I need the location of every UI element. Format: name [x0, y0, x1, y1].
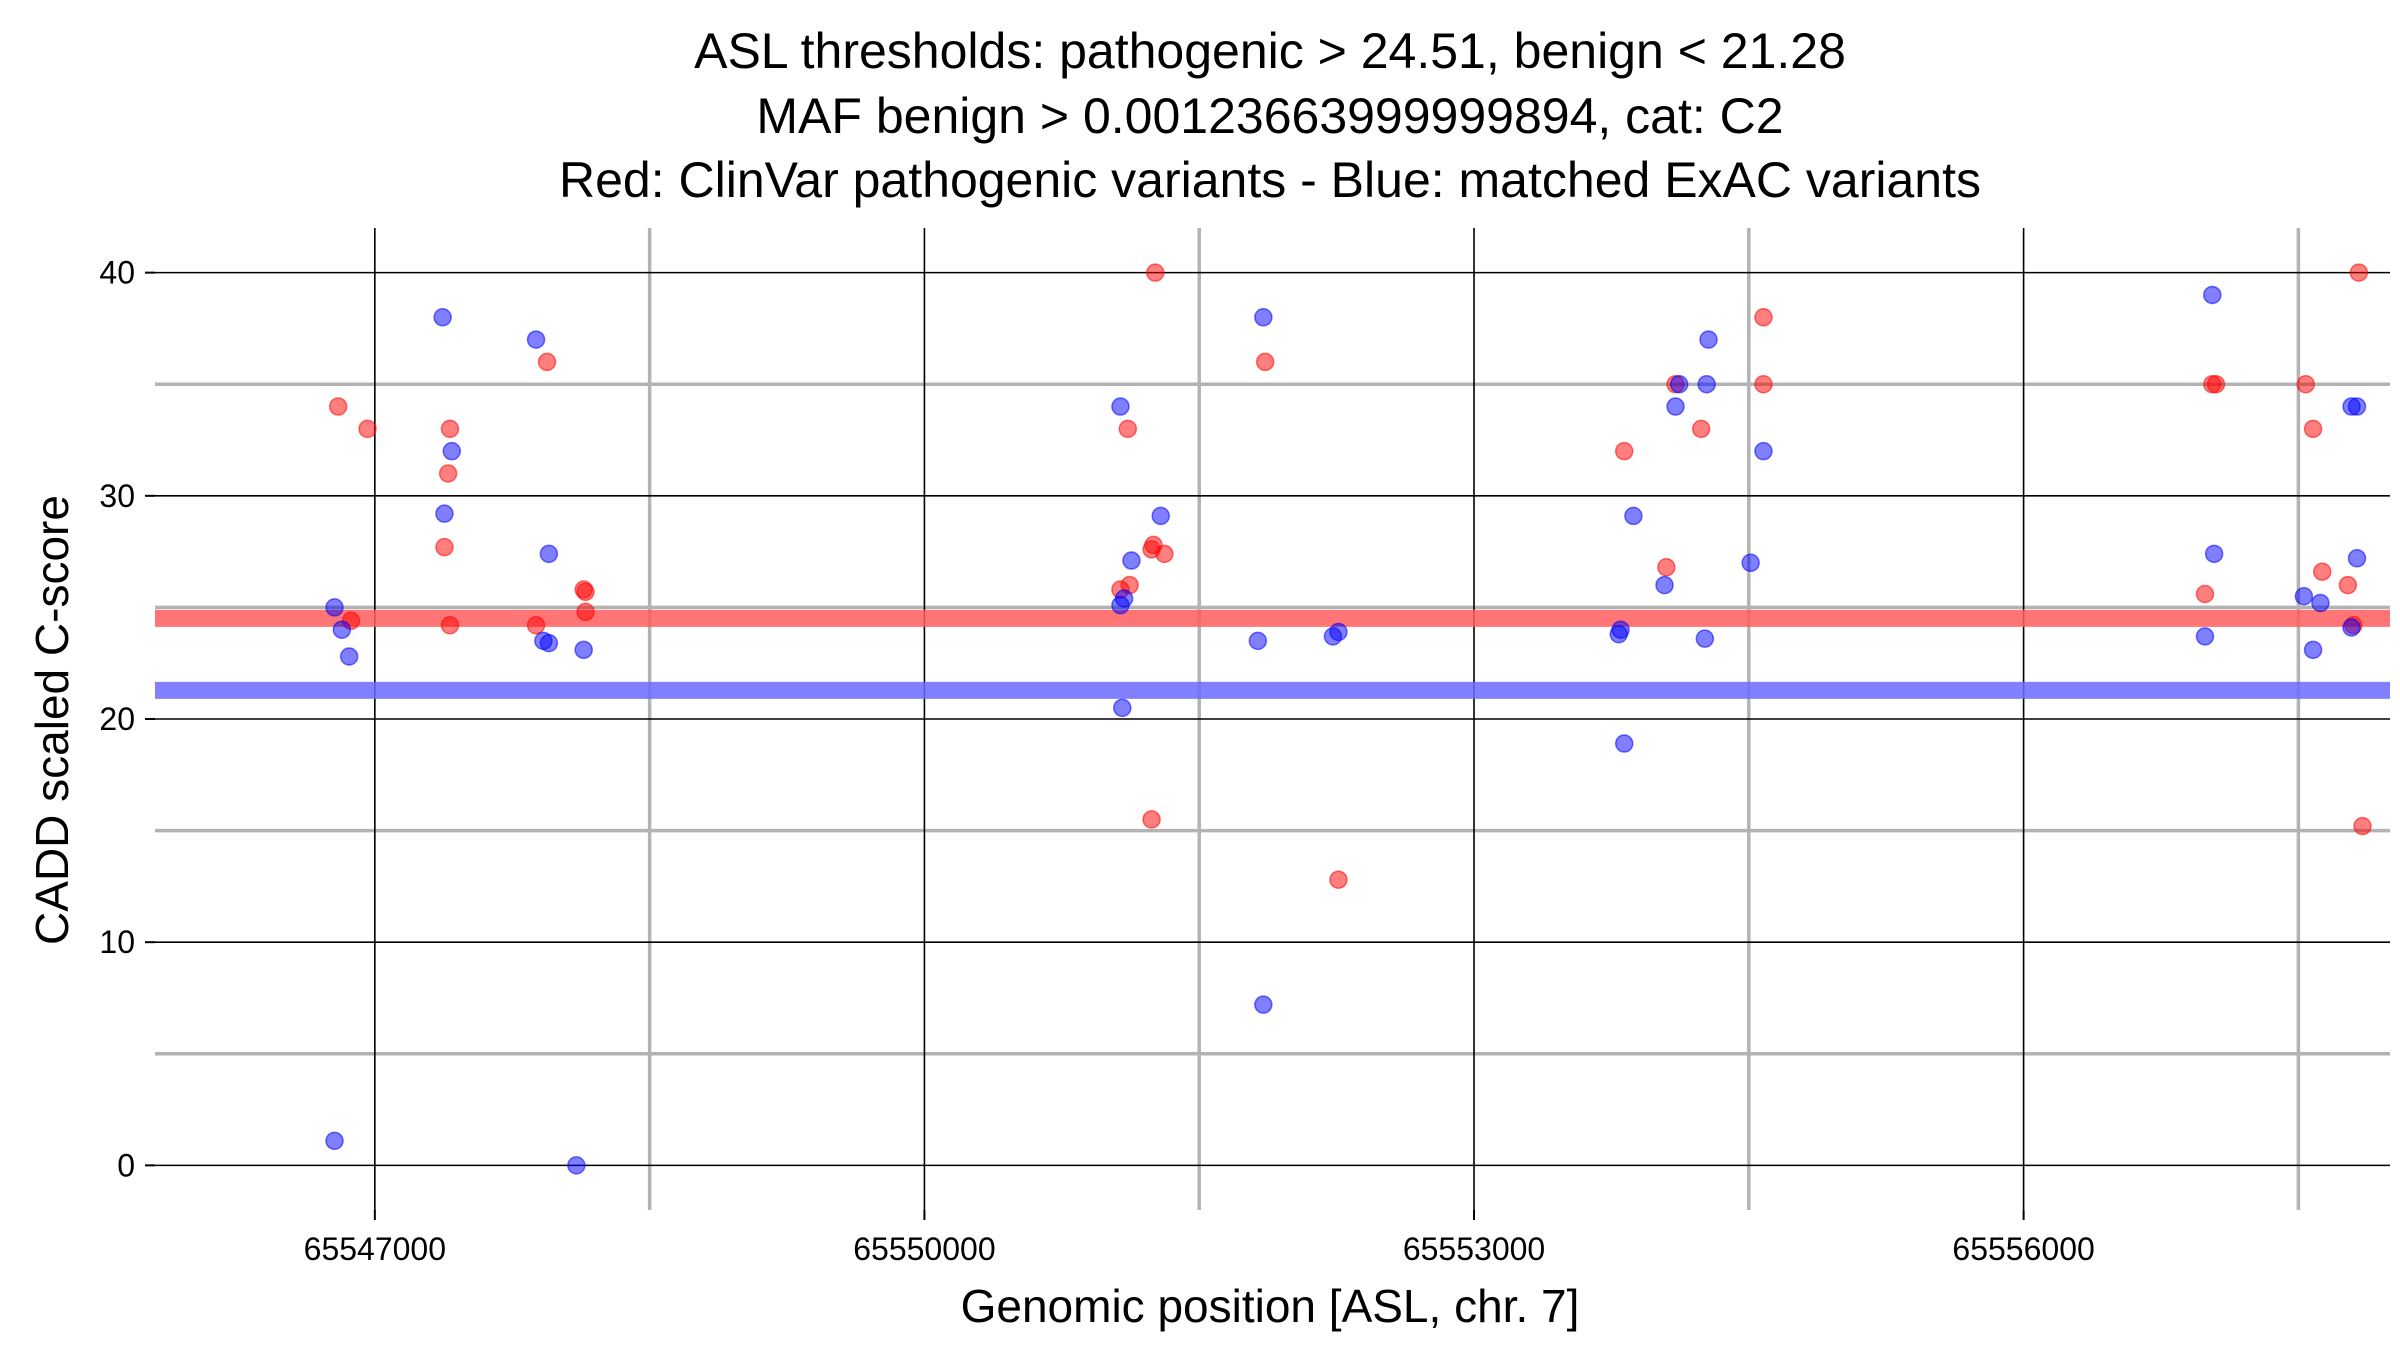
exac-point [2347, 549, 2367, 568]
clinvar-point [440, 616, 460, 635]
clinvar-point [1118, 419, 1138, 439]
exac-point [1611, 620, 1630, 639]
exac-point [332, 620, 352, 639]
clinvar-point [1255, 352, 1275, 372]
x-axis: 65547000 65550000 65553000 65556000 [304, 1210, 2095, 1267]
y-tick-label: 30 [99, 478, 135, 514]
clinvar-point [2349, 263, 2369, 282]
title-line-1: ASL thresholds: pathogenic > 24.51, beni… [694, 23, 1846, 79]
exac-point [1111, 397, 1130, 416]
exac-point [526, 330, 546, 349]
exac-point [325, 598, 344, 617]
clinvar-point [2195, 584, 2215, 604]
exac-point [435, 504, 454, 523]
clinvar-point [358, 419, 377, 439]
clinvar-point [576, 602, 595, 622]
exac-point [539, 544, 559, 564]
x-axis-title: Genomic position [ASL, chr. 7] [961, 1280, 1580, 1332]
exac-point [539, 633, 559, 653]
exac-point [574, 640, 593, 660]
exac-point [2204, 544, 2224, 564]
clinvar-point [2203, 374, 2222, 394]
clinvar-point [537, 352, 557, 372]
clinvar-point [2312, 562, 2332, 581]
exac-point [1254, 308, 1273, 327]
exac-point [1666, 397, 1685, 416]
exac-point [2195, 627, 2215, 646]
exac-point [2203, 285, 2222, 305]
exac-point [1669, 374, 1689, 394]
title-line-2: MAF benign > 0.00123663999999894, cat: C… [756, 88, 1783, 144]
exac-point [433, 308, 452, 327]
clinvar-point [526, 616, 546, 635]
exac-point [339, 647, 359, 666]
x-tick-label: 65556000 [1952, 1231, 2094, 1267]
clinvar-point [1155, 544, 1174, 564]
clinvar-point [1329, 870, 1348, 889]
y-tick-label: 20 [99, 701, 135, 737]
y-axis: 0 10 20 30 40 [99, 255, 155, 1183]
exac-point [1114, 589, 1134, 608]
exac-point [1697, 374, 1716, 394]
exac-point [1329, 622, 1348, 642]
clinvar-point [328, 397, 348, 416]
threshold-lines [155, 609, 2390, 699]
title-line-3: Red: ClinVar pathogenic variants - Blue:… [559, 152, 1981, 208]
exac-point [1248, 631, 1268, 651]
exac-point [1254, 995, 1273, 1014]
clinvar-point [2296, 374, 2315, 394]
clinvar-point [2303, 419, 2323, 439]
exac-point [2311, 593, 2330, 613]
clinvar-point [438, 464, 458, 483]
clinvar-point [2338, 575, 2358, 595]
exac-point [1122, 551, 1141, 570]
exac-point [2342, 618, 2361, 637]
y-tick-label: 10 [99, 924, 135, 960]
clinvar-point [435, 537, 454, 557]
exac-point [1699, 330, 1718, 349]
exac-point [325, 1131, 344, 1151]
clinvar-point [440, 419, 460, 439]
exac-point [1741, 553, 1760, 573]
exac-point [1655, 575, 1674, 595]
chart-title: ASL thresholds: pathogenic > 24.51, beni… [559, 23, 1981, 208]
exac-point [1113, 698, 1132, 718]
exac-point [2294, 587, 2314, 606]
clinvar-point [1754, 308, 1773, 327]
clinvar-point [1657, 557, 1676, 577]
y-axis-title: CADD scaled C-score [26, 495, 78, 945]
exac-point [1695, 629, 1715, 648]
data-points [325, 263, 2372, 1175]
x-tick-label: 65553000 [1403, 1231, 1545, 1267]
y-tick-label: 40 [99, 255, 135, 291]
major-gridlines [155, 228, 2390, 1210]
clinvar-point [1142, 810, 1161, 829]
x-tick-label: 65547000 [304, 1231, 446, 1267]
exac-point [1151, 506, 1170, 526]
clinvar-point [1146, 263, 1165, 282]
clinvar-point [1614, 441, 1634, 461]
clinvar-point [1754, 374, 1773, 394]
exac-point [2303, 640, 2323, 660]
exac-point [1614, 734, 1634, 753]
y-tick-label: 0 [117, 1147, 135, 1183]
clinvar-point [1691, 419, 1711, 439]
x-tick-label: 65550000 [853, 1231, 995, 1267]
clinvar-point [2353, 816, 2372, 836]
exac-point [2347, 397, 2367, 416]
exac-point [567, 1156, 586, 1175]
exac-point [1624, 506, 1643, 526]
clinvar-point [576, 582, 595, 602]
exac-point [1754, 441, 1773, 461]
exac-point [442, 441, 462, 461]
